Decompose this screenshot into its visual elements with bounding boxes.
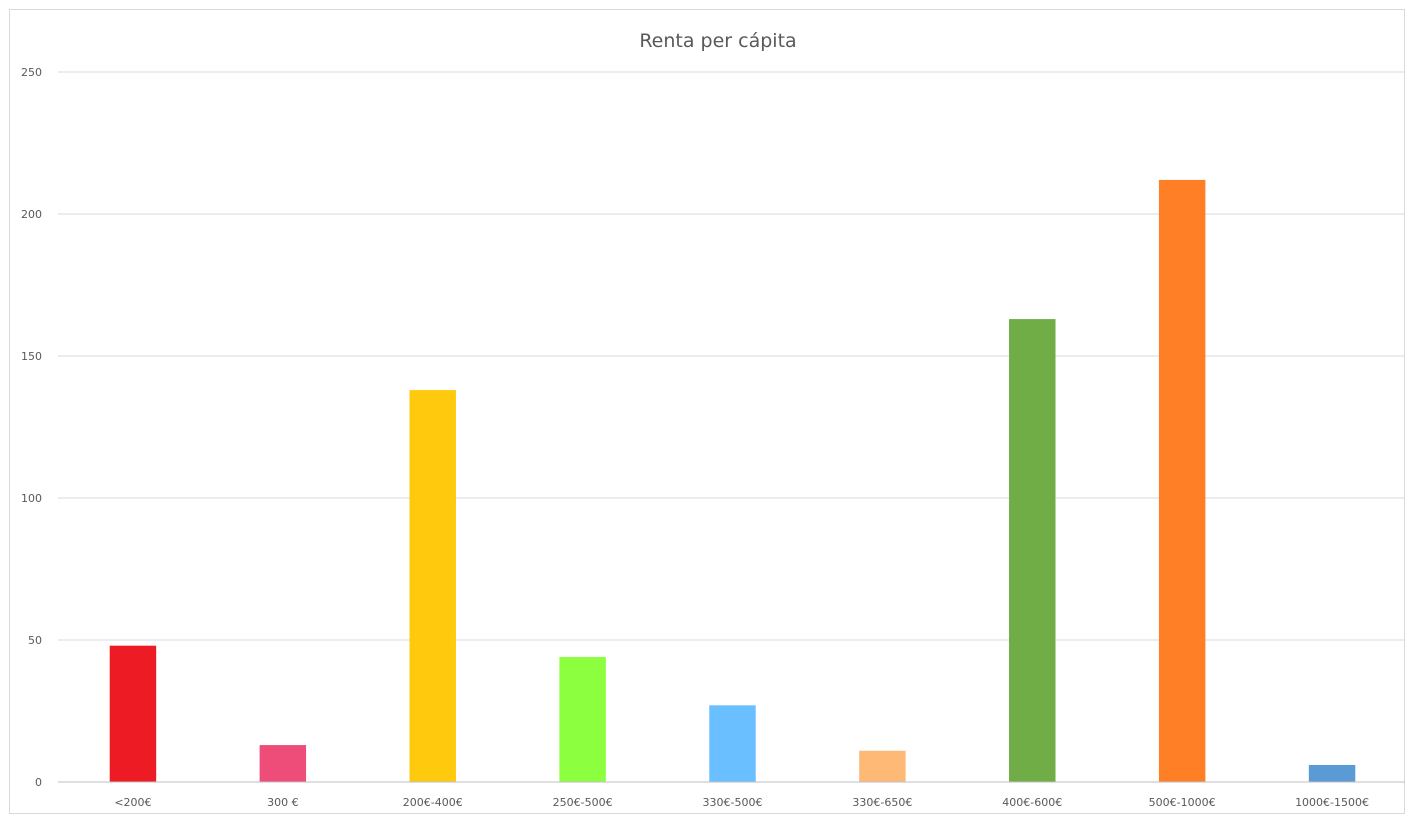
x-tick-label: 300 €: [267, 796, 299, 809]
bar: [259, 745, 307, 782]
x-tick-label: 330€-650€: [852, 796, 912, 809]
axes: 0 50 100 150 200 250 <200€ 300 € 200€-400€ 250€-5…: [21, 66, 1405, 809]
bar: [709, 705, 756, 782]
bar: [859, 750, 906, 782]
bar: [1009, 319, 1056, 782]
bar: [1308, 764, 1356, 782]
x-tick-label: 500€-1000€: [1149, 796, 1216, 809]
y-tick-label: 250: [21, 66, 42, 79]
y-tick-label: 50: [28, 634, 42, 647]
x-tick-label: 1000€-1500€: [1295, 796, 1369, 809]
bar: [109, 645, 157, 782]
chart-title: Renta per cápita: [639, 30, 796, 52]
x-tick-label: 400€-600€: [1002, 796, 1062, 809]
x-tick-label: <200€: [114, 796, 151, 809]
x-tick-label: 330€-500€: [703, 796, 763, 809]
bar: [559, 657, 606, 782]
y-tick-label: 200: [21, 208, 42, 221]
y-tick-label: 100: [21, 492, 42, 505]
x-tick-label: 250€-500€: [553, 796, 613, 809]
y-tick-label: 150: [21, 350, 42, 363]
y-tick-label: 0: [35, 776, 42, 789]
x-tick-label: 200€-400€: [403, 796, 463, 809]
bar: [409, 390, 456, 782]
bars: [109, 179, 1356, 783]
bar: [1158, 179, 1206, 783]
